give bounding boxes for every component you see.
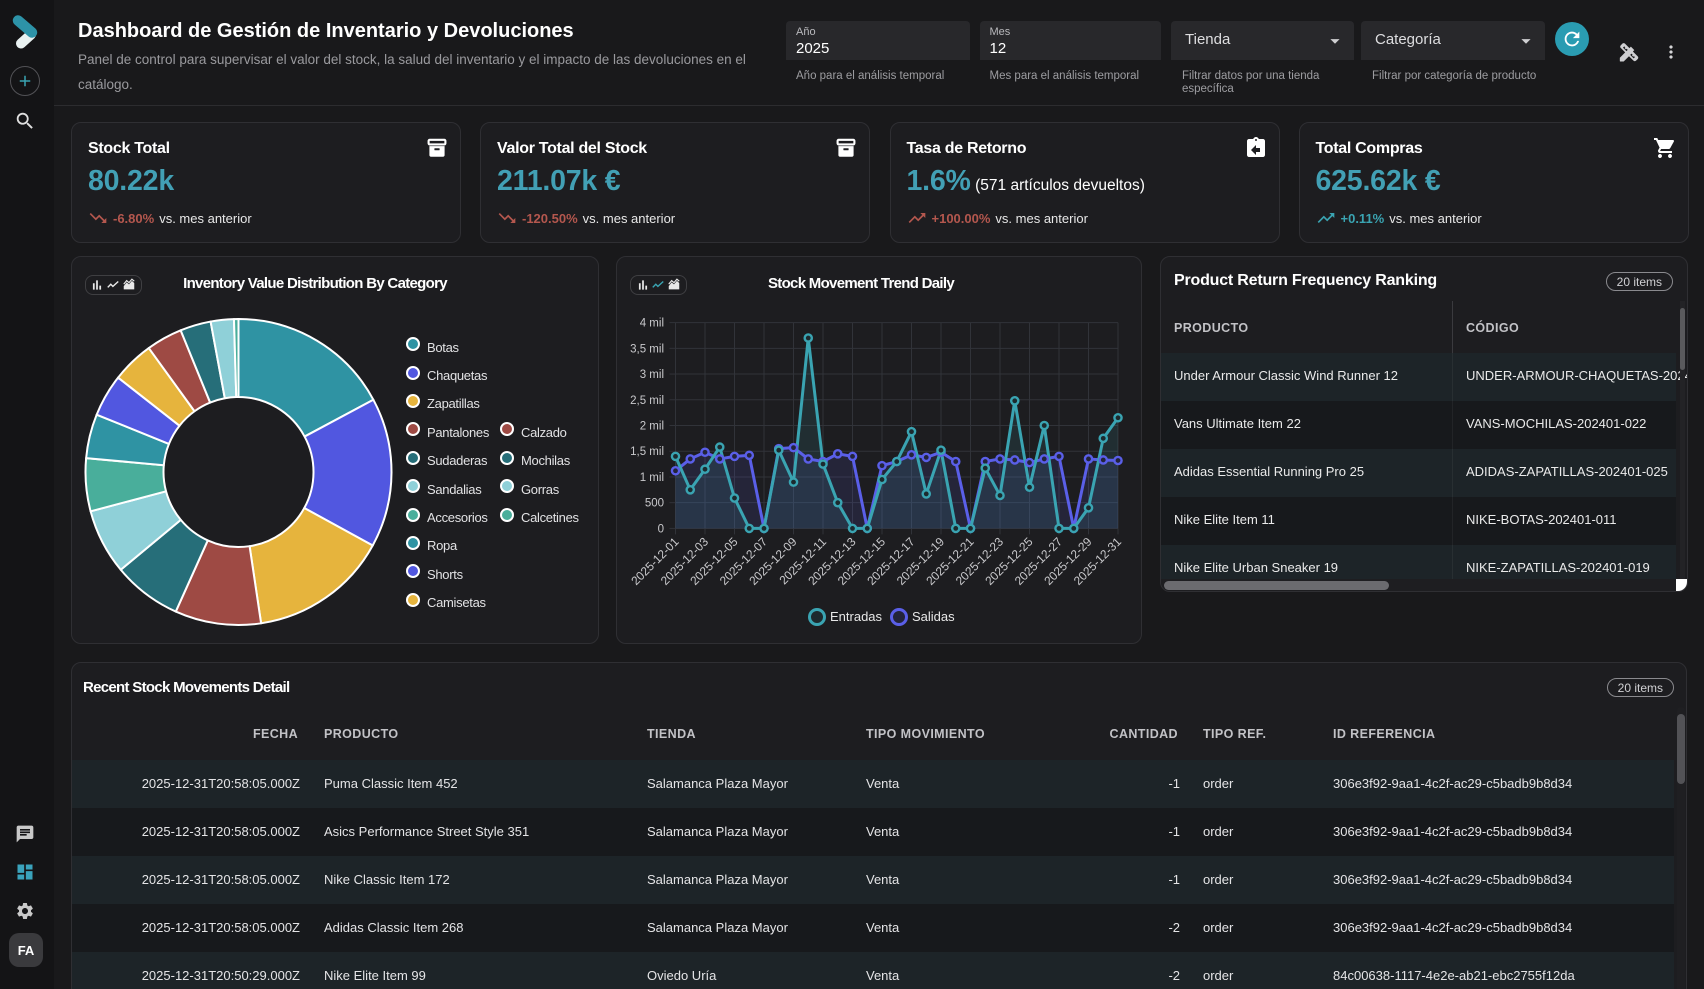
svg-text:4 mil: 4 mil [640,318,664,330]
svg-text:2,5 mil: 2,5 mil [630,395,664,407]
svg-text:3,5 mil: 3,5 mil [630,343,664,355]
svg-text:500: 500 [645,498,664,510]
svg-text:1,5 mil: 1,5 mil [630,446,664,458]
svg-text:0: 0 [658,523,664,535]
svg-text:2 mil: 2 mil [640,421,664,433]
svg-text:3 mil: 3 mil [640,369,664,381]
svg-text:1 mil: 1 mil [640,472,664,484]
